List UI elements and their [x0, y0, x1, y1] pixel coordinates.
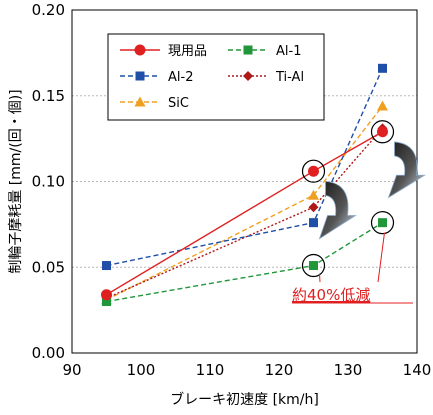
legend-label: Al-2 [168, 70, 193, 85]
series-layer [101, 63, 388, 307]
annotation-layer: 約40%低減 [292, 232, 413, 304]
legend-item-Al-1: Al-1 [228, 44, 301, 59]
highlight-circle [370, 211, 395, 235]
y-axis-label: 制輪子摩耗量 [mm/(回・個)] [7, 89, 24, 273]
y-tick-label: 0.05 [32, 258, 65, 276]
data-point [309, 261, 318, 271]
y-tick-label: 0.10 [32, 173, 65, 191]
legend-item-SiC: SiC [120, 96, 189, 111]
highlight-layer [301, 120, 395, 278]
legend-label: Ti-Al [275, 70, 304, 85]
data-point [308, 189, 319, 200]
data-point [377, 100, 388, 111]
legend-item-Ti-Al: Ti-Al [228, 70, 304, 85]
x-axis-label: ブレーキ初速度 [km/h] [170, 391, 319, 408]
series-Al-1 [102, 218, 387, 307]
legend-label: SiC [168, 96, 189, 111]
x-tick-label: 100 [127, 361, 156, 379]
grid-layer [72, 95, 417, 268]
x-tick-label: 120 [265, 361, 294, 379]
legend-item-現用品: 現用品 [120, 44, 207, 59]
data-point [378, 63, 387, 73]
data-point [102, 261, 111, 271]
x-tick-label: 140 [403, 361, 432, 379]
legend-label: 現用品 [168, 44, 207, 59]
annotation-leader [377, 232, 385, 283]
legend-item-Al-2: Al-2 [120, 70, 193, 85]
highlight-circle [301, 253, 326, 278]
reduction-arrow [318, 180, 357, 240]
legend-swatch-marker [134, 44, 146, 56]
series-Al-2 [102, 63, 387, 271]
series-line [106, 105, 384, 301]
x-tick-label: 110 [196, 361, 225, 379]
data-point [377, 126, 388, 138]
legend-label: Al-1 [276, 44, 301, 59]
legend-swatch-marker [243, 45, 253, 55]
data-point [102, 297, 111, 307]
ticks-layer: 0.00 0.05 0.10 0.15 0.20 90 100 110 120 130 140 [32, 1, 432, 379]
data-point [309, 218, 318, 228]
highlight-circle [370, 120, 395, 144]
annotation-text: 約40%低減 [292, 286, 370, 304]
legend-swatch-marker [243, 71, 253, 81]
data-point [308, 165, 319, 177]
annotation-leader [319, 273, 321, 283]
data-point [308, 202, 319, 213]
x-tick-label: 90 [62, 361, 81, 379]
data-point [378, 218, 387, 228]
series-現用品 [101, 126, 388, 301]
legend: 現用品 Al-1 Al-2 Ti-Al SiC [107, 33, 325, 121]
reduction-arrow [387, 141, 426, 199]
y-tick-label: 0.00 [32, 344, 65, 362]
plot-frame [71, 9, 418, 354]
highlight-circle [301, 159, 326, 183]
data-point [101, 289, 112, 301]
y-tick-label: 0.15 [32, 87, 65, 105]
legend-swatch-marker [134, 96, 146, 107]
y-tick-label: 0.20 [32, 1, 65, 19]
x-tick-label: 130 [334, 361, 363, 379]
arrows-layer [318, 141, 426, 240]
legend-swatch-marker [135, 71, 145, 81]
